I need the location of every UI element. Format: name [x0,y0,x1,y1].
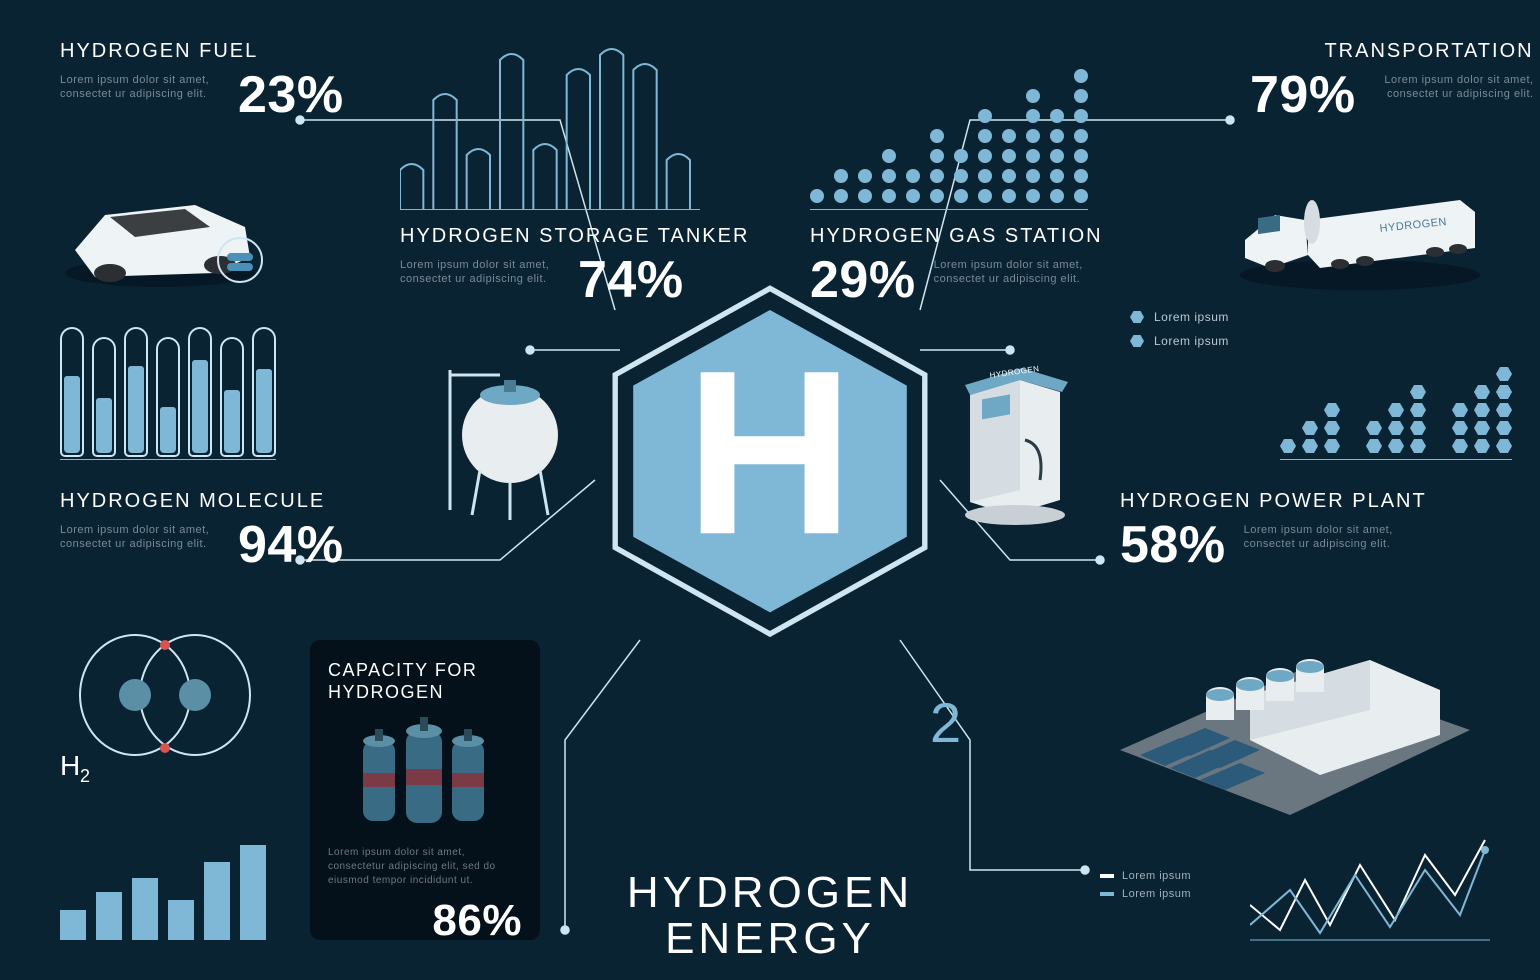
stat-hydrogen-molecule: HYDROGEN MOLECULE Lorem ipsum dolor sit … [60,490,344,571]
center-hexagon: H [590,281,950,641]
stat-transportation: TRANSPORTATION 79% Lorem ipsum dolor sit… [1250,40,1534,121]
h2-subscript: 2 [930,690,962,755]
stat-title: HYDROGEN FUEL [60,40,344,63]
stat-percent: 94% [238,519,344,571]
stat-desc: Lorem ipsum dolor sit amet, consectet ur… [1374,73,1534,102]
svg-text:H: H [685,321,855,583]
gas-pump-icon: HYDROGEN [950,350,1080,535]
stat-power-plant: HYDROGEN POWER PLANT 58% Lorem ipsum dol… [1120,490,1427,571]
stat-title: HYDROGEN STORAGE TANKER [400,225,749,248]
legend-item: Lorem ipsum [1100,870,1191,882]
dot-chart [810,40,1088,210]
stat-desc: Lorem ipsum dolor sit amet, consectet ur… [934,258,1094,287]
capacity-card: CAPACITY FOR HYDROGEN Lorem ipsum do [310,640,540,940]
stat-desc: Lorem ipsum dolor sit amet, consectet ur… [60,73,220,102]
stat-title: HYDROGEN MOLECULE [60,490,344,513]
list-item: Lorem ipsum [1130,310,1229,324]
cylinders-icon [328,711,518,831]
storage-tank-icon [430,360,580,535]
power-plant-icon [1110,600,1480,835]
hex-bullet-icon [1130,311,1144,323]
stat-desc: Lorem ipsum dolor sit amet, consectet ur… [400,258,560,287]
stat-hydrogen-fuel: HYDROGEN FUEL Lorem ipsum dolor sit amet… [60,40,344,121]
svg-text:H: H [60,750,81,781]
stat-percent: 29% [810,254,916,306]
hex-bullet-icon [1130,335,1144,347]
legend-swatch [1100,874,1114,878]
capacity-desc: Lorem ipsum dolor sit amet, consectetur … [328,846,522,888]
stat-gas-station: HYDROGEN GAS STATION 29% Lorem ipsum dol… [810,225,1103,306]
skyline-chart [400,40,720,223]
stat-title: HYDROGEN GAS STATION [810,225,1103,248]
main-title: HYDROGEN ENERGY [627,870,913,962]
legend: Lorem ipsum Lorem ipsum [1100,870,1191,906]
capacity-percent: 86% [328,896,522,946]
stat-title: HYDROGEN POWER PLANT [1120,490,1427,513]
stat-percent: 79% [1250,69,1356,121]
sparkline-chart [1250,835,1490,950]
svg-text:2: 2 [80,766,91,786]
stat-percent: 58% [1120,519,1226,571]
legend-item: Lorem ipsum [1100,888,1191,900]
stat-title: TRANSPORTATION [1250,40,1534,63]
stat-desc: Lorem ipsum dolor sit amet, consectet ur… [1244,523,1404,552]
stat-desc: Lorem ipsum dolor sit amet, consectet ur… [60,523,220,552]
stat-percent: 74% [578,254,684,306]
stat-percent: 23% [238,69,344,121]
legend-swatch [1100,892,1114,896]
truck-icon: HYDROGEN [1230,160,1490,305]
tube-chart [60,320,276,460]
hex-chart [1280,310,1512,460]
stat-storage-tanker: HYDROGEN STORAGE TANKER Lorem ipsum dolo… [400,225,749,306]
bar-chart [60,830,266,940]
list-item: Lorem ipsum [1130,334,1229,348]
car-icon [55,165,275,300]
molecule-icon: H 2 [50,620,280,795]
capacity-title: CAPACITY FOR HYDROGEN [328,660,522,703]
bullet-list: Lorem ipsum Lorem ipsum [1130,310,1229,358]
